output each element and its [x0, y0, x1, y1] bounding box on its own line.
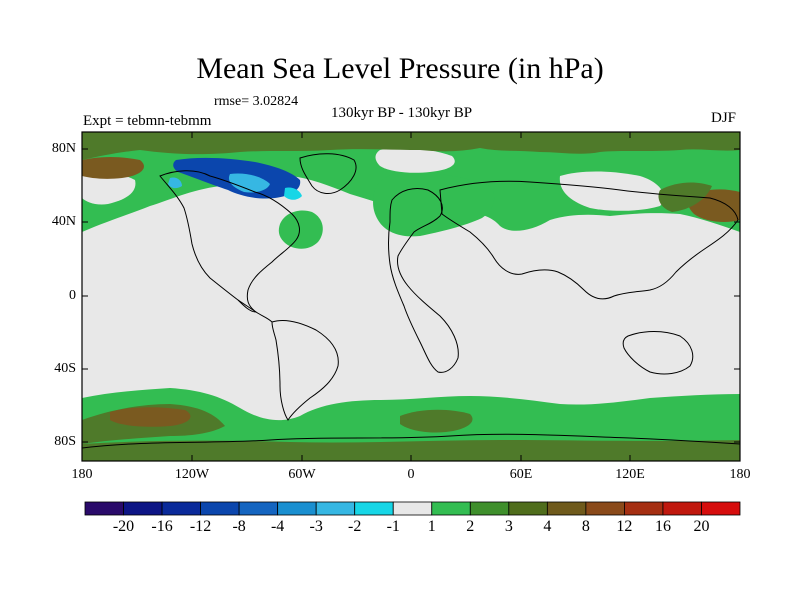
arctic-neutral-patch	[375, 148, 455, 173]
colorbar-label: 8	[581, 518, 590, 535]
lon-label-60w: 60W	[288, 467, 316, 482]
central-america-coastline	[237, 299, 273, 323]
lon-label-0: 0	[407, 467, 415, 482]
axis-ticks	[82, 132, 740, 461]
colorbar-swatch	[354, 501, 394, 516]
pacific-neutral-patch	[82, 172, 136, 205]
hudson-cyan-patch	[284, 187, 302, 200]
colorbar-label: -3	[309, 518, 323, 535]
colorbar-label: 16	[654, 518, 671, 535]
nw-brown-region	[82, 157, 144, 179]
colorbar-label: 4	[543, 518, 552, 535]
colorbar-swatch	[662, 501, 702, 516]
colorbar-swatch	[508, 501, 548, 516]
lon-label-60e: 60E	[509, 467, 533, 482]
colorbar-label: -12	[189, 518, 212, 535]
north-america-coastline	[159, 170, 300, 313]
colorbar-swatch	[546, 501, 587, 516]
colorbar	[84, 501, 741, 516]
south-brown-region	[110, 407, 191, 427]
lat-label-40s: 40S	[54, 361, 76, 376]
colorbar-label: -16	[151, 518, 173, 535]
colorbar-swatch	[624, 501, 664, 516]
colorbar-swatch	[431, 501, 471, 516]
season-label: DJF	[711, 110, 737, 126]
colorbar-label: 12	[616, 518, 633, 535]
colorbar-swatch	[277, 501, 317, 516]
australia-coastline	[622, 331, 694, 375]
eurasia-coastline	[439, 180, 739, 300]
eurasia-positive-blob	[373, 171, 495, 237]
map-title: Mean Sea Level Pressure (in hPa)	[196, 52, 604, 85]
colorbar-label: 3	[504, 518, 513, 535]
antarctica-dark-green	[82, 440, 740, 461]
colorbar-swatch	[84, 501, 124, 516]
alaska-cyan-patch	[168, 177, 182, 189]
colorbar-swatch	[469, 501, 510, 516]
lat-label-80n: 80N	[51, 141, 76, 156]
colorbar-swatch	[161, 501, 201, 516]
colorbar-label: -4	[270, 518, 285, 535]
lon-label-180w: 180	[71, 467, 93, 482]
colorbar-swatch	[200, 501, 240, 516]
colorbar-swatch	[701, 501, 741, 516]
colorbar-label: -1	[386, 518, 400, 535]
lat-label-40n: 40N	[51, 214, 76, 229]
colorbar-label: -20	[112, 518, 135, 535]
colorbar-swatch	[315, 501, 356, 516]
colorbar-label: 1	[427, 518, 436, 535]
greenland-coastline	[299, 153, 357, 194]
coastlines	[81, 153, 741, 449]
europe-africa-coastline	[388, 187, 459, 373]
siberia-neutral-patch	[559, 171, 664, 211]
lat-label-0: 0	[69, 288, 76, 303]
lon-label-180e: 180	[729, 467, 751, 482]
colorbar-swatch	[123, 501, 163, 516]
south-atlantic-dark-green	[400, 409, 473, 433]
colorbar-swatch	[392, 501, 433, 516]
lon-label-120e: 120E	[615, 467, 645, 482]
north-dark-green-region	[82, 132, 740, 160]
lon-label-120w: 120W	[174, 467, 210, 482]
colorbar-swatch	[238, 501, 279, 516]
colorbar-label: 2	[466, 518, 475, 535]
colorbar-label: -8	[232, 518, 246, 535]
colorbar-label: -2	[348, 518, 362, 535]
antarctica-coastline	[81, 433, 741, 449]
lat-label-80s: 80S	[54, 434, 76, 449]
ne-dark-green-region	[658, 182, 712, 212]
atlantic-positive-blob	[278, 210, 323, 249]
colorbar-label: 20	[693, 518, 710, 535]
canada-light-blue-core	[228, 173, 270, 193]
colorbar-swatch	[585, 501, 625, 516]
south-america-coastline	[271, 319, 339, 421]
experiment-label: Expt = tebmn-tebmm	[83, 113, 212, 129]
rmse-label: rmse= 3.02824	[214, 94, 299, 109]
subtitle: 130kyr BP - 130kyr BP	[331, 105, 473, 121]
